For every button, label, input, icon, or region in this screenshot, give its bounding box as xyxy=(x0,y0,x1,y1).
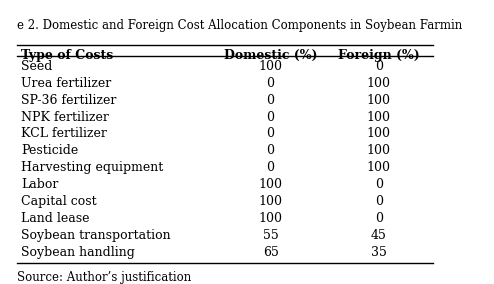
Text: 100: 100 xyxy=(367,161,391,174)
Text: 0: 0 xyxy=(267,94,275,107)
Text: NPK fertilizer: NPK fertilizer xyxy=(21,110,109,124)
Text: 0: 0 xyxy=(267,144,275,157)
Text: 100: 100 xyxy=(367,94,391,107)
Text: SP-36 fertilizer: SP-36 fertilizer xyxy=(21,94,116,107)
Text: 100: 100 xyxy=(258,178,283,191)
Text: 0: 0 xyxy=(375,60,383,73)
Text: e 2. Domestic and Foreign Cost Allocation Components in Soybean Farmin: e 2. Domestic and Foreign Cost Allocatio… xyxy=(17,19,462,32)
Text: Seed: Seed xyxy=(21,60,52,73)
Text: 0: 0 xyxy=(375,195,383,208)
Text: Land lease: Land lease xyxy=(21,212,89,225)
Text: 0: 0 xyxy=(375,178,383,191)
Text: 55: 55 xyxy=(263,229,279,242)
Text: 45: 45 xyxy=(371,229,387,242)
Text: 100: 100 xyxy=(367,144,391,157)
Text: 35: 35 xyxy=(371,246,387,259)
Text: 100: 100 xyxy=(367,128,391,141)
Text: Source: Author’s justification: Source: Author’s justification xyxy=(17,271,191,284)
Text: Soybean handling: Soybean handling xyxy=(21,246,135,259)
Text: 100: 100 xyxy=(367,77,391,90)
Text: Harvesting equipment: Harvesting equipment xyxy=(21,161,163,174)
Text: Labor: Labor xyxy=(21,178,58,191)
Text: 100: 100 xyxy=(258,212,283,225)
Text: 100: 100 xyxy=(258,195,283,208)
Text: Urea fertilizer: Urea fertilizer xyxy=(21,77,111,90)
Text: 65: 65 xyxy=(263,246,279,259)
Text: 0: 0 xyxy=(267,110,275,124)
Text: 0: 0 xyxy=(267,161,275,174)
Text: Foreign (%): Foreign (%) xyxy=(338,49,420,62)
Text: Soybean transportation: Soybean transportation xyxy=(21,229,170,242)
Text: Type of Costs: Type of Costs xyxy=(21,49,113,62)
Text: KCL fertilizer: KCL fertilizer xyxy=(21,128,107,141)
Text: Domestic (%): Domestic (%) xyxy=(224,49,317,62)
Text: 0: 0 xyxy=(375,212,383,225)
Text: Pesticide: Pesticide xyxy=(21,144,78,157)
Text: 100: 100 xyxy=(367,110,391,124)
Text: Capital cost: Capital cost xyxy=(21,195,96,208)
Text: 0: 0 xyxy=(267,128,275,141)
Text: 0: 0 xyxy=(267,77,275,90)
Text: 100: 100 xyxy=(258,60,283,73)
